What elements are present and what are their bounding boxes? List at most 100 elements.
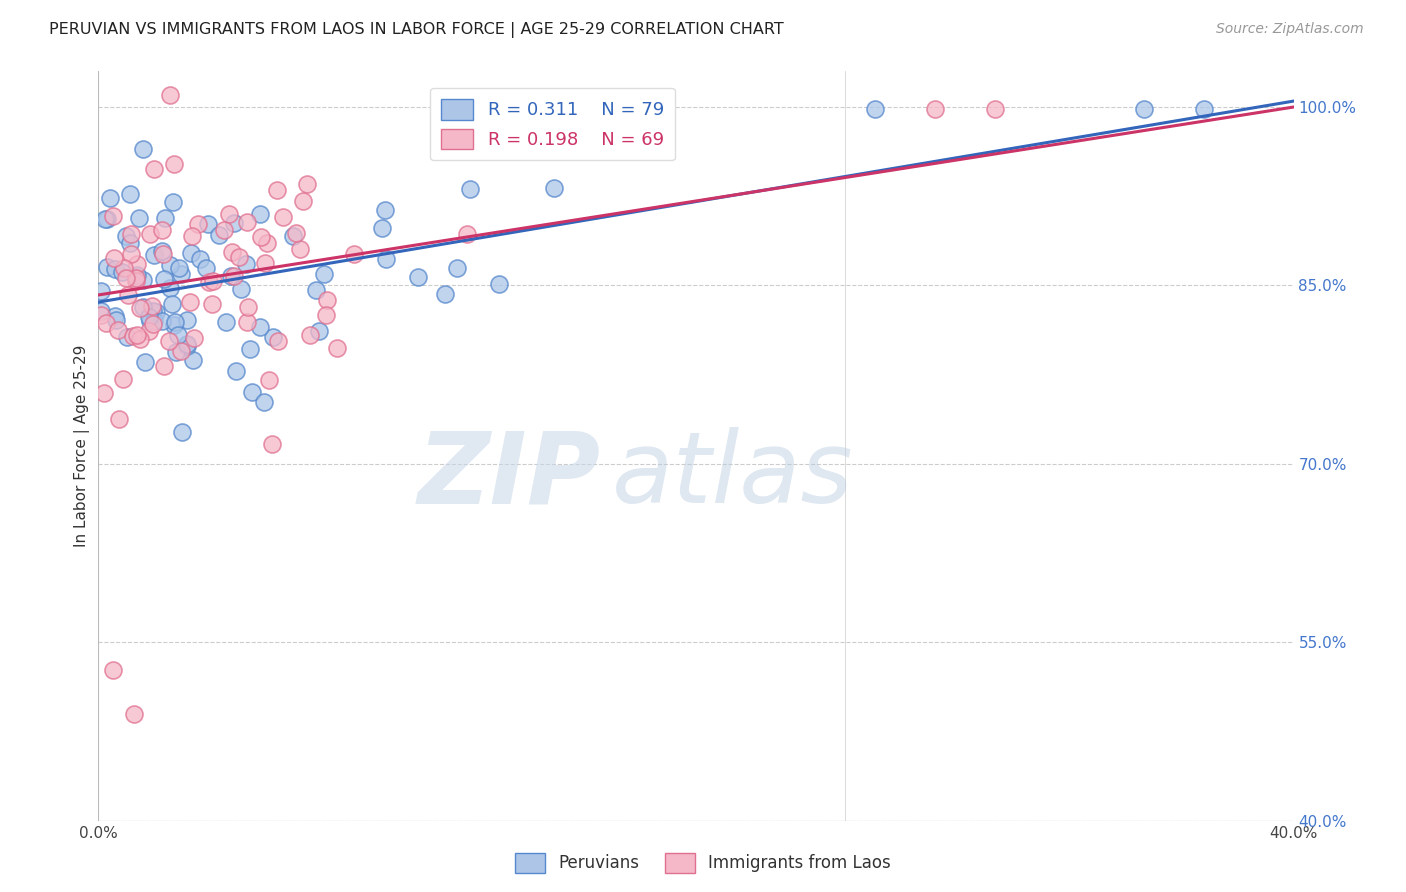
Point bbox=[253, 394, 276, 409]
Point bbox=[107, 323, 129, 337]
Point bbox=[326, 341, 349, 355]
Point bbox=[488, 277, 510, 291]
Point bbox=[208, 228, 231, 243]
Point bbox=[163, 157, 186, 171]
Point bbox=[262, 330, 284, 344]
Point bbox=[122, 328, 145, 343]
Point bbox=[138, 227, 160, 241]
Point bbox=[160, 296, 183, 310]
Point bbox=[115, 271, 138, 285]
Point bbox=[543, 181, 565, 195]
Point bbox=[108, 412, 131, 426]
Point bbox=[128, 332, 150, 346]
Point bbox=[1192, 103, 1215, 117]
Point bbox=[125, 274, 148, 288]
Point bbox=[142, 304, 165, 318]
Point bbox=[125, 328, 148, 343]
Point bbox=[170, 268, 193, 282]
Point bbox=[96, 211, 118, 226]
Point bbox=[257, 373, 280, 387]
Point bbox=[163, 315, 186, 329]
Point bbox=[446, 260, 468, 275]
Point bbox=[924, 103, 946, 117]
Point bbox=[153, 272, 176, 286]
Point bbox=[197, 217, 219, 231]
Point bbox=[295, 178, 318, 192]
Point bbox=[239, 343, 262, 357]
Point bbox=[212, 223, 235, 237]
Point bbox=[408, 269, 430, 284]
Point bbox=[180, 245, 202, 260]
Point bbox=[183, 331, 205, 345]
Point bbox=[94, 212, 117, 227]
Point bbox=[131, 300, 153, 314]
Point bbox=[267, 334, 290, 348]
Point bbox=[157, 334, 180, 349]
Point bbox=[305, 283, 328, 297]
Point bbox=[188, 252, 211, 266]
Point bbox=[288, 242, 311, 256]
Point bbox=[201, 296, 224, 310]
Point bbox=[159, 281, 181, 295]
Point bbox=[143, 248, 166, 262]
Point bbox=[129, 301, 152, 315]
Point bbox=[218, 207, 240, 221]
Point bbox=[249, 320, 271, 334]
Legend: Peruvians, Immigrants from Laos: Peruvians, Immigrants from Laos bbox=[509, 847, 897, 880]
Point bbox=[370, 221, 392, 235]
Legend: R = 0.311    N = 79, R = 0.198    N = 69: R = 0.311 N = 79, R = 0.198 N = 69 bbox=[430, 88, 675, 161]
Point bbox=[434, 287, 457, 301]
Point bbox=[159, 88, 181, 103]
Point bbox=[112, 261, 135, 276]
Point bbox=[183, 353, 205, 368]
Point bbox=[229, 282, 252, 296]
Point bbox=[124, 706, 146, 721]
Point bbox=[125, 268, 148, 282]
Point bbox=[162, 195, 184, 210]
Point bbox=[865, 103, 887, 117]
Point bbox=[145, 305, 167, 319]
Point bbox=[103, 251, 125, 265]
Point bbox=[262, 436, 284, 450]
Point bbox=[105, 313, 128, 327]
Point bbox=[176, 336, 198, 351]
Point bbox=[236, 300, 259, 314]
Point bbox=[984, 103, 1007, 117]
Point bbox=[1133, 103, 1156, 117]
Point bbox=[90, 284, 112, 298]
Point bbox=[103, 663, 125, 677]
Point bbox=[128, 211, 150, 226]
Point bbox=[103, 209, 125, 223]
Point bbox=[285, 226, 308, 240]
Point bbox=[118, 187, 141, 202]
Point bbox=[153, 359, 176, 373]
Point bbox=[90, 308, 112, 322]
Point bbox=[458, 182, 481, 196]
Point bbox=[152, 247, 174, 261]
Point bbox=[141, 299, 163, 313]
Point bbox=[343, 247, 366, 261]
Point bbox=[225, 364, 247, 378]
Point bbox=[138, 310, 160, 324]
Point bbox=[176, 313, 198, 327]
Point bbox=[266, 183, 288, 197]
Point bbox=[120, 247, 142, 261]
Point bbox=[176, 339, 198, 353]
Point bbox=[292, 194, 315, 208]
Point bbox=[180, 228, 202, 243]
Point bbox=[374, 203, 396, 218]
Point bbox=[98, 191, 121, 205]
Point bbox=[224, 216, 246, 230]
Point bbox=[316, 293, 339, 308]
Point bbox=[142, 162, 165, 177]
Point bbox=[124, 270, 146, 285]
Point bbox=[150, 244, 173, 258]
Point bbox=[315, 308, 337, 322]
Point bbox=[169, 343, 191, 358]
Text: ZIP: ZIP bbox=[418, 427, 600, 524]
Point bbox=[198, 276, 221, 290]
Point bbox=[142, 314, 165, 328]
Point bbox=[179, 294, 201, 309]
Point bbox=[114, 228, 136, 243]
Point bbox=[312, 267, 335, 281]
